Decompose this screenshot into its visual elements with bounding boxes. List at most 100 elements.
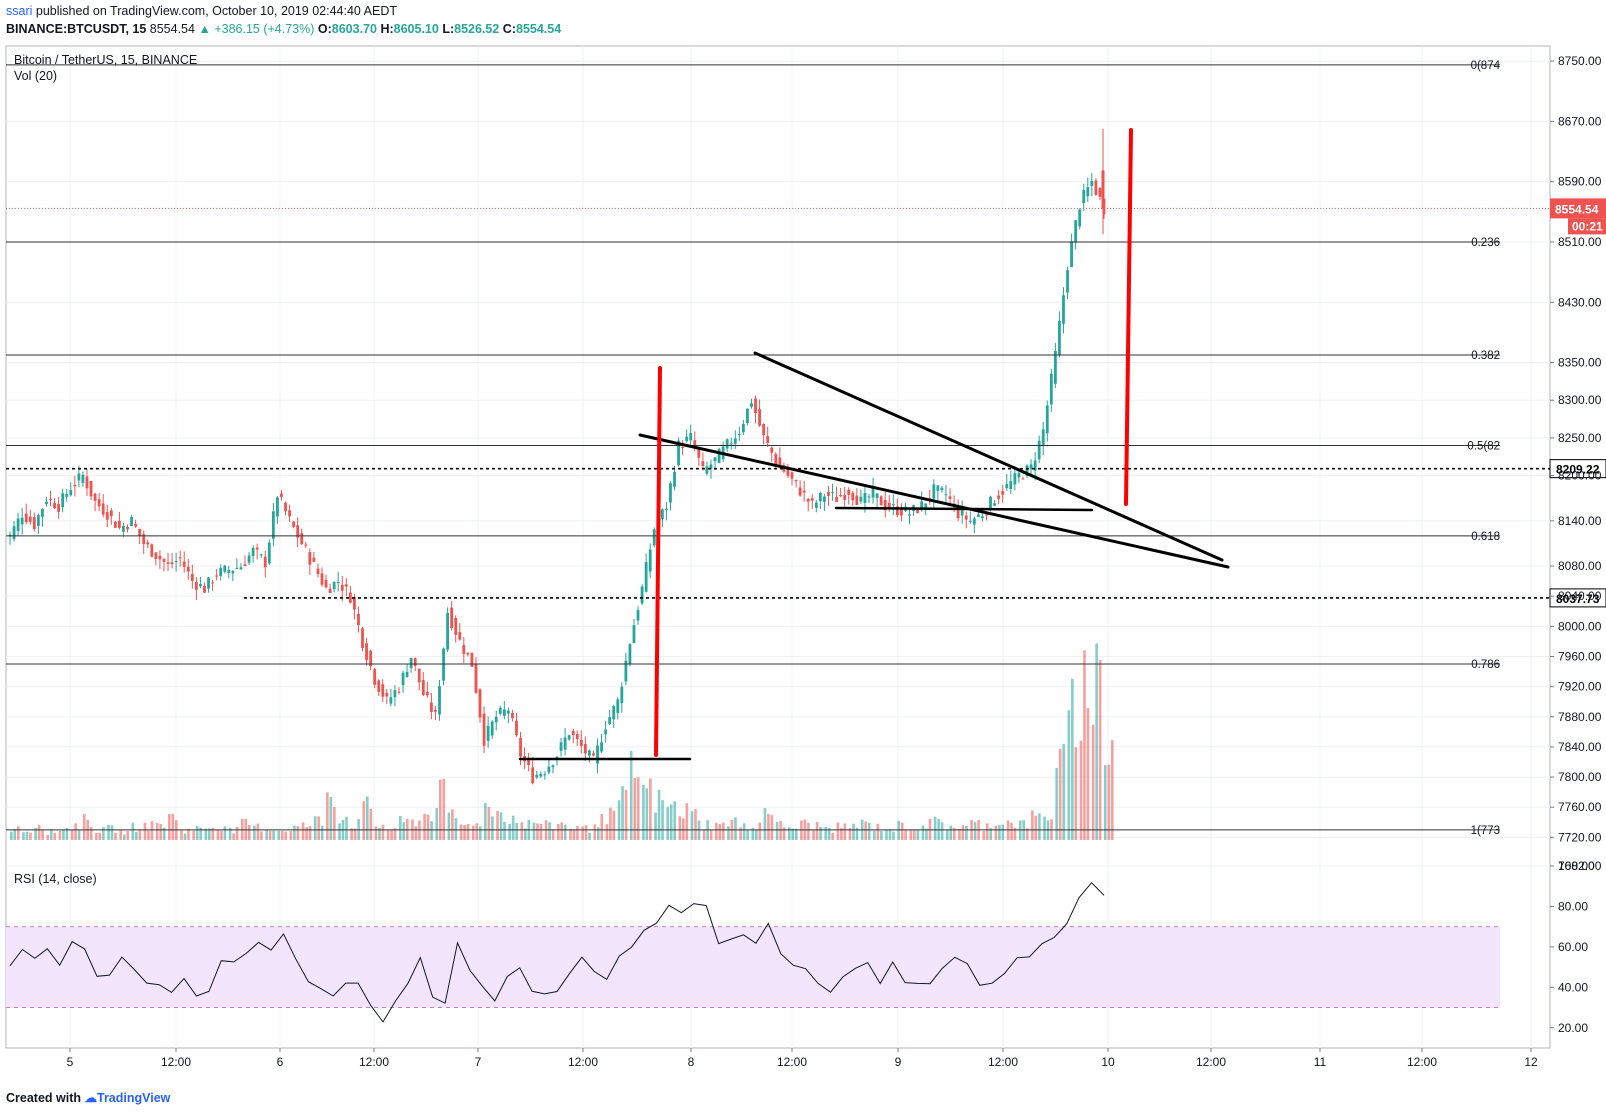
candle-body	[515, 720, 518, 735]
candle-body	[41, 509, 44, 517]
candle-body	[1001, 491, 1005, 495]
candle-body	[1098, 188, 1102, 197]
candle-body	[462, 645, 466, 654]
candle-body	[932, 484, 936, 499]
candle-body	[543, 774, 547, 776]
change-value: +386.15 (+4.73%)	[214, 22, 315, 36]
author-link[interactable]: ssari	[6, 4, 33, 18]
volume-bar	[605, 824, 609, 840]
volume-bar	[499, 812, 503, 840]
tradingview-brand[interactable]: TradingView	[97, 1091, 171, 1105]
volume-bar	[1095, 643, 1098, 840]
volume-bar	[690, 811, 694, 840]
candle-body	[182, 561, 186, 567]
candle-body	[425, 691, 429, 696]
candle-body	[490, 721, 494, 736]
volume-bar	[880, 830, 883, 840]
candle-body	[49, 498, 52, 500]
volume-bar	[746, 829, 749, 840]
x-tick-label: 12:00	[359, 1055, 389, 1069]
volume-bar	[876, 823, 880, 840]
fib-label: 0.236	[1471, 237, 1500, 249]
candle-body	[1082, 190, 1086, 204]
time-axis[interactable]: 5 12:00 6 12:00 7 12:00 8 12:00 9 12:00 10 12:00 11 1…	[67, 1048, 1538, 1069]
candle-body	[239, 567, 243, 570]
candle-body	[235, 567, 239, 569]
volume-bar	[211, 827, 215, 840]
candle-body	[434, 709, 437, 712]
candle-body	[263, 556, 267, 568]
candle-body	[985, 514, 988, 516]
volume-bar	[621, 786, 624, 840]
volume-bar	[945, 829, 949, 840]
flagpole-marker	[654, 366, 662, 757]
volume-bar	[965, 825, 968, 840]
volume-bar	[119, 830, 122, 840]
candle-body	[442, 648, 445, 681]
volume-bar	[940, 822, 944, 840]
volume-bar	[147, 830, 150, 840]
candle-body	[855, 495, 859, 505]
volume-bar	[904, 829, 907, 840]
volume-bar	[89, 827, 93, 840]
open-label: O:	[317, 22, 332, 36]
volume-bar	[524, 828, 527, 840]
y-tick-label: 8750.00	[1558, 54, 1602, 68]
volume-bar	[381, 824, 385, 840]
volume-bar	[539, 823, 543, 840]
volume-bar	[260, 831, 263, 840]
volume-bar	[374, 826, 378, 840]
x-tick-label: 6	[277, 1055, 284, 1069]
volume-bar	[503, 821, 506, 840]
candle-body	[332, 582, 336, 590]
volume-bar	[386, 829, 390, 840]
candle-body	[936, 485, 940, 491]
volume-bar	[933, 816, 937, 840]
x-tick-label: 12:00	[988, 1055, 1018, 1069]
level-label: 8037.73	[1556, 592, 1600, 606]
volume-bar	[74, 823, 77, 840]
candle-body	[166, 562, 170, 564]
candle-body	[284, 502, 287, 512]
candle-body	[648, 549, 652, 572]
candle-body	[73, 484, 77, 487]
candle-body	[575, 734, 579, 740]
y-tick-label: 8300.00	[1558, 393, 1602, 407]
candle-body	[336, 582, 340, 584]
candle-body	[470, 652, 474, 667]
volume-bar	[435, 808, 439, 840]
volume-bar	[584, 825, 588, 840]
candle-body	[126, 526, 129, 530]
candle-body	[652, 529, 656, 546]
candle-body	[429, 702, 433, 712]
tradingview-logo-icon[interactable]: ☁	[84, 1091, 98, 1105]
candle-body	[1041, 429, 1045, 446]
candle-body	[466, 652, 470, 655]
volume-bar	[451, 809, 454, 840]
candle-body	[891, 504, 895, 506]
volume-bar	[1104, 765, 1107, 840]
volume-bar	[308, 826, 312, 840]
volume-bar	[767, 813, 770, 840]
candle-body	[628, 644, 632, 665]
candle-body	[1090, 180, 1094, 186]
y-tick-label: 8670.00	[1558, 114, 1602, 128]
candle-body	[579, 739, 583, 746]
volume-bar	[754, 829, 758, 840]
volume-bar	[508, 824, 511, 840]
volume-bar	[515, 823, 518, 840]
volume-bar	[187, 828, 190, 840]
candle-body	[292, 521, 296, 527]
candle-body	[178, 557, 182, 559]
volume-bar	[1091, 724, 1095, 840]
candle-body	[16, 518, 20, 531]
candle-body	[36, 515, 40, 526]
volume-bar	[491, 816, 494, 840]
candle-body	[438, 686, 441, 715]
volume-bar	[220, 830, 223, 840]
candle-body	[583, 744, 587, 754]
price-axis[interactable]: 8750.00 8670.00 8590.00 8510.00 8430.00 8350.…	[1550, 54, 1602, 873]
candle-body	[194, 582, 198, 590]
price-label-box	[1550, 198, 1606, 219]
